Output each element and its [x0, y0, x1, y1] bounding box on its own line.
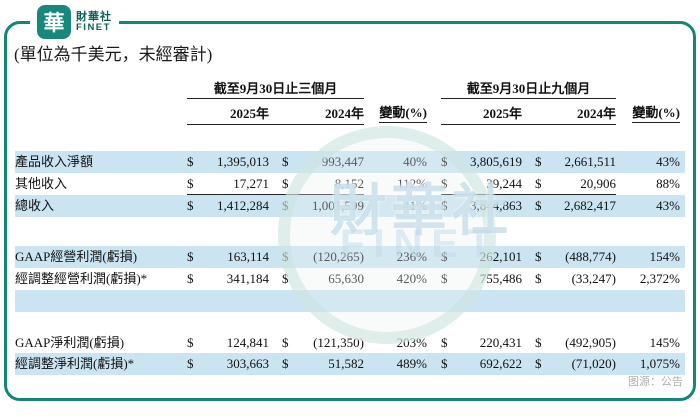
- brand-name-chinese: 財華社: [76, 10, 112, 23]
- logo-character: 華: [43, 11, 65, 35]
- dollar-sign: $: [282, 271, 289, 286]
- table-row-other-revenue: 其他收入 $ 17,271 $ 8,152 112% $ 39,244 $ 20…: [15, 173, 685, 195]
- group-title-nine-months: 截至9月30日止九個月: [441, 80, 616, 99]
- brand-name-english: FINET: [76, 21, 111, 33]
- dollar-sign: $: [441, 356, 448, 371]
- table-row-gaap-operating-income: GAAP經營利潤(虧損) $ 163,114 $ (120,265) 236% …: [15, 246, 685, 268]
- dollar-sign: $: [282, 154, 289, 169]
- dollar-sign: $: [535, 271, 542, 286]
- column-header-2024-9m: 2024年: [522, 99, 616, 125]
- financial-table: 截至9月30日止三個月 截至9月30日止九個月 2025年 2024年 變動(%…: [15, 80, 685, 375]
- dollar-sign: $: [441, 154, 448, 169]
- column-header-change-q: 變動(%): [364, 99, 427, 125]
- dollar-sign: $: [187, 173, 205, 195]
- dollar-sign: $: [441, 271, 448, 286]
- table-row-product-revenue: 產品收入淨額 $ 1,395,013 $ 993,447 40% $ 3,805…: [15, 151, 685, 173]
- column-header-2024-q: 2024年: [269, 99, 364, 125]
- dollar-sign: $: [282, 335, 289, 350]
- dollar-sign: $: [441, 173, 459, 195]
- dollar-sign: $: [522, 173, 552, 195]
- dollar-sign: $: [187, 249, 194, 264]
- table-row-adjusted-net-income: 經調整淨利潤(虧損)* $ 303,663 $ 51,582 489% $ 69…: [15, 353, 685, 375]
- dollar-sign: $: [441, 198, 448, 213]
- finet-logo-icon: 華: [37, 5, 71, 39]
- table-row-total-revenue: 總收入 $ 1,412,284 $ 1,001,599 41% $ 3,844,…: [15, 195, 685, 217]
- table-row-gaap-net-income: GAAP淨利潤(虧損) $ 124,841 $ (121,350) 203% $…: [15, 332, 685, 353]
- dollar-sign: $: [187, 154, 194, 169]
- table-gap: [15, 125, 685, 151]
- dollar-sign: $: [441, 249, 448, 264]
- column-header-2025-9m: 2025年: [441, 99, 522, 125]
- table-column-header-row: 2025年 2024年 變動(%) 2025年 2024年 變動(%): [15, 99, 685, 125]
- dollar-sign: $: [282, 249, 289, 264]
- dollar-sign: $: [282, 356, 289, 371]
- dollar-sign: $: [535, 198, 542, 213]
- dollar-sign: $: [282, 198, 289, 213]
- finet-logo: 華 財華社 FINET: [30, 2, 119, 42]
- table-group-header-row: 截至9月30日止三個月 截至9月30日止九個月: [15, 80, 685, 99]
- dollar-sign: $: [535, 154, 542, 169]
- table-gap: [15, 217, 685, 246]
- dollar-sign: $: [441, 335, 448, 350]
- unit-note: (單位為千美元，未經審計): [14, 45, 213, 64]
- dollar-sign: $: [187, 356, 194, 371]
- card-border: [4, 21, 696, 401]
- column-header-change-9m: 變動(%): [616, 99, 680, 125]
- dollar-sign: $: [535, 356, 542, 371]
- dollar-sign: $: [187, 271, 194, 286]
- group-title-three-months: 截至9月30日止三個月: [187, 80, 364, 99]
- dollar-sign: $: [187, 198, 194, 213]
- logo-text: 財華社 FINET: [76, 11, 112, 34]
- source-note: 图源：公告: [628, 376, 683, 388]
- table-gap: [15, 312, 685, 332]
- dollar-sign: $: [535, 249, 542, 264]
- dollar-sign: $: [269, 173, 300, 195]
- dollar-sign: $: [535, 335, 542, 350]
- table-row-adjusted-operating-income: 經調整經營利潤(虧損)* $ 341,184 $ 65,630 420% $ 7…: [15, 268, 685, 290]
- table-spacer-row: [15, 290, 685, 312]
- column-header-2025-q: 2025年: [187, 99, 269, 125]
- dollar-sign: $: [187, 335, 194, 350]
